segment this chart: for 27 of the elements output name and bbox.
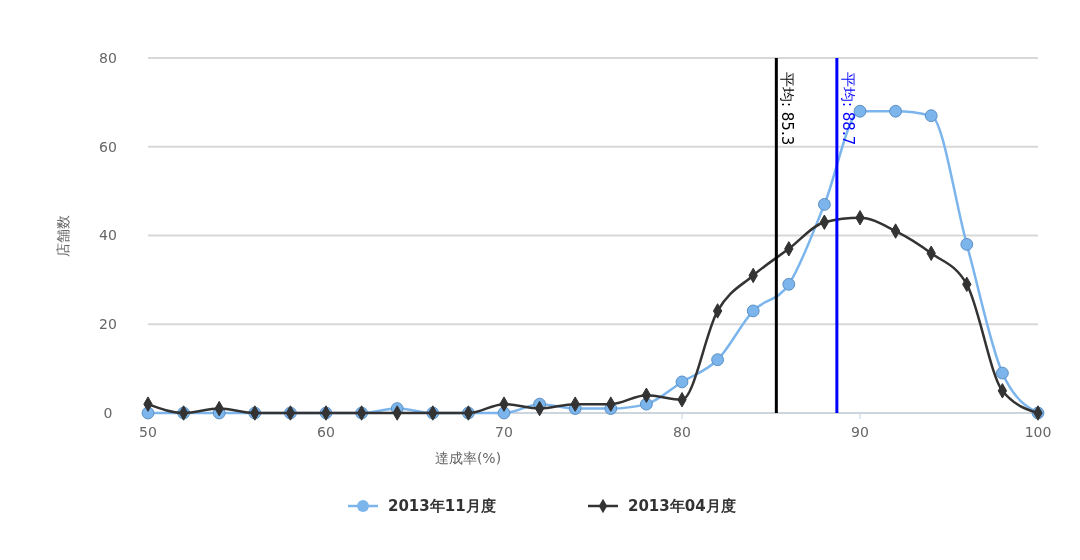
point bbox=[995, 366, 1009, 380]
x-axis-title: 達成率(%) bbox=[434, 450, 502, 466]
point bbox=[746, 304, 760, 318]
y-tick-label: 60 bbox=[99, 138, 117, 155]
x-tick-label: 100 bbox=[1024, 424, 1052, 440]
point bbox=[675, 375, 689, 389]
y-tick-label: 40 bbox=[99, 227, 117, 244]
point bbox=[853, 104, 867, 118]
x-tick-label: 50 bbox=[139, 424, 157, 440]
x-tick-label: 90 bbox=[851, 424, 869, 440]
point bbox=[960, 237, 974, 251]
x-tick-label: 70 bbox=[495, 424, 513, 440]
y-axis-title: 店舗数 bbox=[55, 214, 71, 257]
y-tick-label: 20 bbox=[99, 316, 117, 333]
point bbox=[924, 109, 938, 123]
legend-label: 2013年11月度 bbox=[388, 497, 496, 516]
point bbox=[889, 104, 903, 118]
x-tick-label: 60 bbox=[317, 424, 335, 440]
ref-line-label: 平均: 85.3 bbox=[778, 72, 797, 146]
ref-line-label: 平均: 88.7 bbox=[838, 72, 857, 146]
legend-label: 2013年04月度 bbox=[628, 497, 736, 516]
x-tick-label: 80 bbox=[673, 424, 691, 440]
point bbox=[782, 277, 796, 291]
y-tick-label: 80 bbox=[99, 49, 117, 66]
point bbox=[711, 353, 725, 367]
y-tick-label: 0 bbox=[103, 404, 113, 421]
point bbox=[817, 198, 831, 211]
